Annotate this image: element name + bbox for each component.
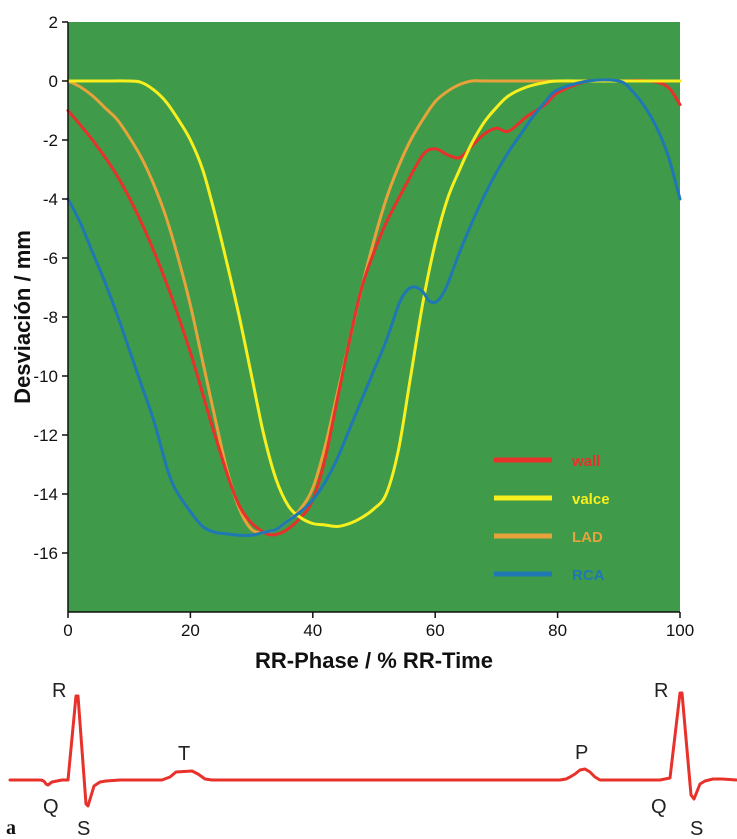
- ecg-label-q1: Q: [43, 796, 59, 818]
- y-tick-label: 0: [49, 72, 58, 91]
- series-line-valce: [66, 79, 682, 528]
- ecg-label-r1: R: [52, 680, 66, 702]
- series-layer: [66, 78, 682, 538]
- ecg-label-s2: S: [690, 818, 703, 839]
- legend: wall valce LAD RCA: [494, 453, 610, 584]
- series-line-wall: [66, 78, 682, 537]
- y-tick-label: -10: [33, 367, 58, 386]
- legend-label-valce: valce: [572, 491, 610, 508]
- series-line-lad: [66, 79, 682, 534]
- x-tick-label: 80: [548, 621, 567, 640]
- ecg-label-r2: R: [654, 680, 668, 702]
- x-tick-label: 0: [63, 621, 72, 640]
- y-tick-label: -14: [33, 485, 58, 504]
- x-tick-label: 60: [426, 621, 445, 640]
- ecg-label-q2: Q: [651, 796, 667, 818]
- x-tick-label: 20: [181, 621, 200, 640]
- y-tick-label: -16: [33, 544, 58, 563]
- y-tick-label: -8: [43, 308, 58, 327]
- legend-label-rca: RCA: [572, 567, 605, 584]
- ecg-label-p: P: [575, 742, 588, 764]
- x-tick-label: 100: [666, 621, 694, 640]
- ecg-label-s1: S: [77, 818, 90, 839]
- x-tick-label: 40: [303, 621, 322, 640]
- y-tick-label: -2: [43, 131, 58, 150]
- legend-label-lad: LAD: [572, 529, 603, 546]
- y-tick-label: -12: [33, 426, 58, 445]
- plot-area: [68, 22, 680, 612]
- series-line-rca: [66, 78, 682, 538]
- y-tick-label: 2: [49, 13, 58, 32]
- x-axis-title: RR-Phase / % RR-Time: [255, 648, 493, 673]
- y-axis-title: Desviación / mm: [10, 230, 35, 404]
- y-tick-label: -6: [43, 249, 58, 268]
- ecg-label-t: T: [178, 743, 190, 765]
- ecg-trace: [8, 691, 737, 808]
- panel-label: a: [6, 817, 16, 839]
- tick-layer: 20-2-4-6-8-10-12-14-160 20 40 60 80 100: [33, 13, 694, 640]
- y-tick-label: -4: [43, 190, 58, 209]
- legend-label-wall: wall: [571, 453, 600, 470]
